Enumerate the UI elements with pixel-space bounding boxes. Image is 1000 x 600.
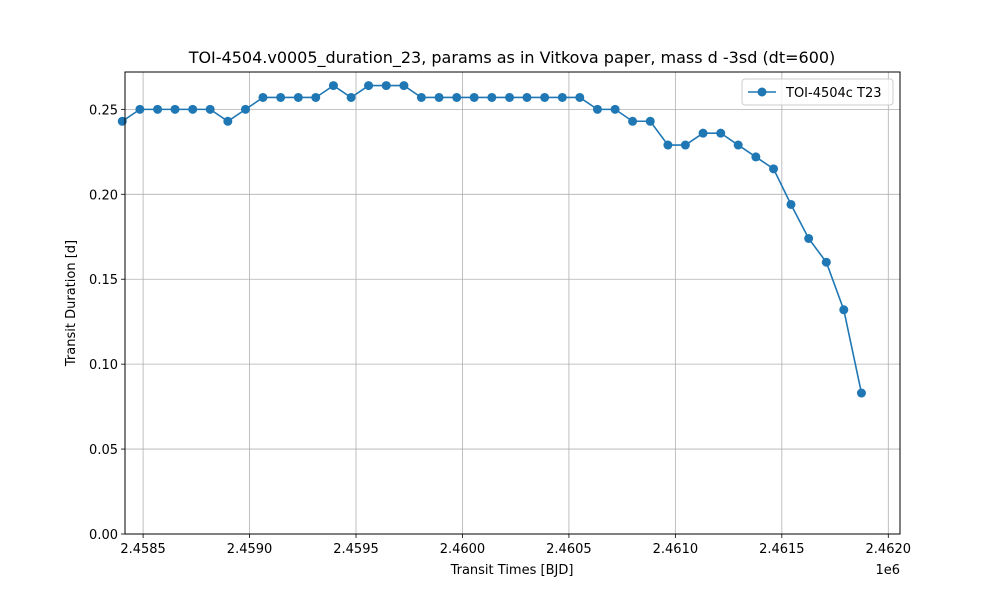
data-point: [276, 92, 286, 102]
data-point: [610, 104, 620, 114]
data-point: [487, 92, 497, 102]
data-point: [223, 116, 233, 126]
y-tick-label: 0.15: [89, 273, 118, 288]
x-axis-offset-label: 1e6: [875, 563, 900, 578]
data-point: [663, 140, 673, 150]
data-point: [117, 116, 127, 126]
data-point: [628, 116, 638, 126]
y-tick-label: 0.20: [89, 188, 118, 203]
y-tick-label: 0.25: [89, 103, 118, 118]
data-point: [293, 92, 303, 102]
data-point: [328, 81, 338, 91]
chart-title: TOI-4504.v0005_duration_23, params as in…: [188, 48, 836, 68]
x-tick-label: 2.4615: [759, 542, 805, 557]
x-gridlines: [142, 72, 889, 534]
data-point: [716, 128, 726, 138]
x-tick-label: 2.4585: [120, 542, 166, 557]
y-tick-label: 0.10: [89, 358, 118, 373]
data-point: [751, 152, 761, 162]
x-tick-label: 2.4595: [333, 542, 379, 557]
data-point: [733, 140, 743, 150]
y-tick-label: 0.05: [89, 443, 118, 458]
data-point: [416, 92, 426, 102]
data-point: [786, 199, 796, 209]
data-point: [434, 92, 444, 102]
data-point: [769, 164, 779, 174]
y-tick-label: 0.00: [89, 528, 118, 543]
data-point: [452, 92, 462, 102]
data-point: [153, 104, 163, 114]
legend: TOI-4504c T23: [741, 78, 894, 106]
data-point: [346, 92, 356, 102]
y-axis-ticks: 0.00 0.05 0.10 0.15 0.20 0.25: [89, 103, 125, 543]
legend-marker: [757, 87, 767, 97]
data-point: [311, 92, 321, 102]
data-point: [188, 104, 198, 114]
data-point: [698, 128, 708, 138]
data-point: [804, 233, 814, 243]
legend-label: TOI-4504c T23: [785, 86, 882, 101]
data-point: [557, 92, 567, 102]
x-axis-ticks: 2.4585 2.4590 2.4595 2.4600 2.4605 2.4610 2.46…: [120, 534, 911, 557]
data-point: [839, 305, 849, 315]
data-point: [575, 92, 585, 102]
data-point: [469, 92, 479, 102]
x-tick-label: 2.4600: [440, 542, 486, 557]
x-tick-label: 2.4610: [653, 542, 699, 557]
plot-series: [117, 81, 866, 398]
legend-box: [741, 78, 894, 106]
y-axis-label: Transit Duration [d]: [64, 240, 79, 367]
data-point: [680, 140, 690, 150]
axes-frame: [124, 71, 901, 535]
data-point: [645, 116, 655, 126]
data-point: [170, 104, 180, 114]
data-point: [540, 92, 550, 102]
data-point: [364, 81, 374, 91]
data-point: [241, 104, 251, 114]
x-tick-label: 2.4605: [546, 542, 592, 557]
x-axis-label: Transit Times [BJD]: [450, 563, 574, 578]
data-point: [522, 92, 532, 102]
x-tick-label: 2.4590: [227, 542, 273, 557]
data-point: [258, 92, 268, 102]
data-point: [381, 81, 391, 91]
data-point: [205, 104, 215, 114]
data-point: [592, 104, 602, 114]
data-point: [821, 257, 831, 267]
data-point: [856, 388, 866, 398]
x-tick-label: 2.4620: [866, 542, 912, 557]
data-point: [505, 92, 515, 102]
data-point: [135, 104, 145, 114]
data-point: [399, 81, 409, 91]
